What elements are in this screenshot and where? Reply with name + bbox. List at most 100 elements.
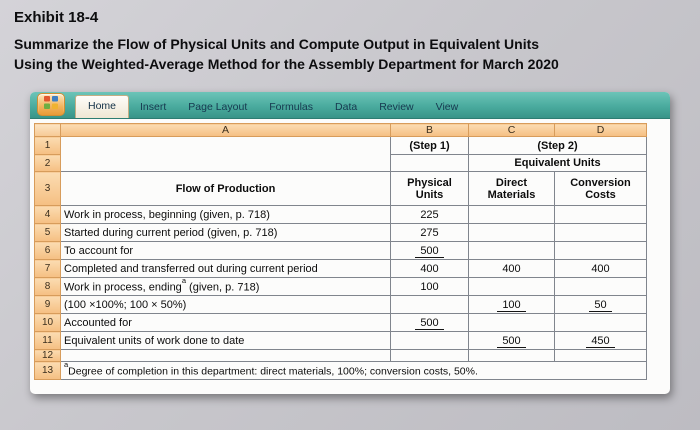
value-d11: 450: [554, 331, 647, 350]
value-b8: 100: [390, 277, 469, 296]
value-b10: 500: [390, 313, 469, 332]
cell-d10: [554, 313, 647, 332]
row-number-9[interactable]: 9: [34, 295, 61, 314]
total-to-account-for: 500: [415, 244, 444, 258]
direct-materials-ending: 100: [497, 298, 526, 312]
cell-b1-step1: (Step 1): [390, 136, 469, 155]
sheet-row-9: 9 (100 ×100%; 100 × 50%) 100 50: [34, 295, 647, 314]
cell-b9: [390, 295, 469, 314]
office-button[interactable]: [37, 93, 65, 116]
label-started-current-period: Started during current period (given, p.…: [60, 223, 391, 242]
cell-c5: [468, 223, 555, 242]
row-number-1[interactable]: 1: [34, 136, 61, 155]
sheet-row-3: 3 Flow of Production Physical Units Dire…: [34, 171, 647, 206]
cell-cd2-equivalent-units: Equivalent Units: [468, 154, 647, 172]
row-number-12[interactable]: 12: [34, 349, 61, 362]
sheet-row-12: 12: [34, 349, 647, 362]
label-wip-ending: Work in process, endinga (given, p. 718): [60, 277, 391, 296]
sheet-row-2: 2 Equivalent Units: [34, 154, 647, 172]
sheet-row-7: 7 Completed and transferred out during c…: [34, 259, 647, 278]
ribbon-tabs: Home Insert Page Layout Formulas Data Re…: [75, 92, 469, 118]
spreadsheet-grid: A B C D 1 (Step 1) (Step 2) 2 Equivalent…: [34, 123, 647, 380]
cell-c12: [468, 349, 555, 362]
sheet-row-4: 4 Work in process, beginning (given, p. …: [34, 205, 647, 224]
doc-title-line-1: Summarize the Flow of Physical Units and…: [14, 36, 540, 52]
label-accounted-for: Accounted for: [60, 313, 391, 332]
label-equivalent-units-to-date: Equivalent units of work done to date: [60, 331, 391, 350]
cell-b11: [390, 331, 469, 350]
label-wip-ending-text: Work in process, ending: [64, 281, 182, 294]
cell-d12: [554, 349, 647, 362]
label-wip-beginning: Work in process, beginning (given, p. 71…: [60, 205, 391, 224]
select-all-corner[interactable]: [34, 123, 61, 137]
value-d9: 50: [554, 295, 647, 314]
row-number-7[interactable]: 7: [34, 259, 61, 278]
value-b7: 400: [390, 259, 469, 278]
row-number-2[interactable]: 2: [34, 154, 61, 172]
footnote-text: Degree of completion in this department:…: [68, 365, 478, 378]
cell-c6: [468, 241, 555, 260]
header-flow-of-production: Flow of Production: [60, 171, 391, 206]
cell-d4: [554, 205, 647, 224]
conversion-costs-ending: 50: [589, 298, 612, 312]
excel-window: Home Insert Page Layout Formulas Data Re…: [30, 92, 670, 394]
row-number-8[interactable]: 8: [34, 277, 61, 296]
row-number-3[interactable]: 3: [34, 171, 61, 206]
office-logo-icon: [44, 95, 58, 114]
cell-c10: [468, 313, 555, 332]
ribbon-tab-insert[interactable]: Insert: [140, 101, 167, 113]
sheet-row-10: 10 Accounted for 500: [34, 313, 647, 332]
value-d7: 400: [554, 259, 647, 278]
row-number-11[interactable]: 11: [34, 331, 61, 350]
row-number-4[interactable]: 4: [34, 205, 61, 224]
row-number-10[interactable]: 10: [34, 313, 61, 332]
value-c7: 400: [468, 259, 555, 278]
ribbon-tab-formulas[interactable]: Formulas: [269, 101, 314, 113]
sheet-row-8: 8 Work in process, endinga (given, p. 71…: [34, 277, 647, 296]
header-conversion-costs: Conversion Costs: [554, 171, 647, 206]
label-completed-transferred-out: Completed and transferred out during cur…: [60, 259, 391, 278]
row-number-13[interactable]: 13: [34, 361, 61, 380]
total-direct-materials: 500: [497, 334, 526, 349]
cell-c8: [468, 277, 555, 296]
column-header-row: A B C D: [34, 123, 647, 137]
total-accounted-for: 500: [415, 316, 444, 331]
value-c11: 500: [468, 331, 555, 350]
column-header-b[interactable]: B: [390, 123, 469, 137]
column-header-c[interactable]: C: [468, 123, 555, 137]
ribbon-tab-home[interactable]: Home: [75, 95, 130, 118]
ribbon-tab-view[interactable]: View: [435, 101, 459, 113]
footnote-marker: a: [181, 277, 186, 286]
worksheet-area: A B C D 1 (Step 1) (Step 2) 2 Equivalent…: [30, 119, 670, 380]
value-b4: 225: [390, 205, 469, 224]
sheet-row-13: 13 aDegree of completion in this departm…: [34, 361, 647, 380]
ribbon-tab-page-layout[interactable]: Page Layout: [188, 101, 248, 113]
exhibit-label: Exhibit 18-4: [14, 9, 99, 26]
sheet-row-6: 6 To account for 500: [34, 241, 647, 260]
label-wip-ending-rest: (given, p. 718): [185, 281, 260, 294]
value-b6: 500: [390, 241, 469, 260]
cell-c4: [468, 205, 555, 224]
cell-b2: [390, 154, 469, 172]
label-completion-formula: (100 ×100%; 100 × 50%): [60, 295, 391, 314]
sheet-row-5: 5 Started during current period (given, …: [34, 223, 647, 242]
header-physical-units: Physical Units: [390, 171, 469, 206]
cell-d8: [554, 277, 647, 296]
column-header-a[interactable]: A: [60, 123, 391, 137]
header-direct-materials: Direct Materials: [468, 171, 555, 206]
column-header-d[interactable]: D: [554, 123, 647, 137]
row-number-5[interactable]: 5: [34, 223, 61, 242]
sheet-row-11: 11 Equivalent units of work done to date…: [34, 331, 647, 350]
sheet-row-1: 1 (Step 1) (Step 2): [34, 136, 647, 155]
value-c9: 100: [468, 295, 555, 314]
doc-title-line-2: Using the Weighted-Average Method for th…: [14, 56, 559, 72]
ribbon-tab-data[interactable]: Data: [335, 101, 358, 113]
total-conversion-costs: 450: [586, 334, 615, 349]
row-number-6[interactable]: 6: [34, 241, 61, 260]
cell-a12: [60, 349, 391, 362]
footnote-sup: a: [64, 361, 69, 370]
ribbon-tab-review[interactable]: Review: [379, 101, 414, 113]
cell-d5: [554, 223, 647, 242]
ribbon-bar: Home Insert Page Layout Formulas Data Re…: [30, 92, 670, 119]
